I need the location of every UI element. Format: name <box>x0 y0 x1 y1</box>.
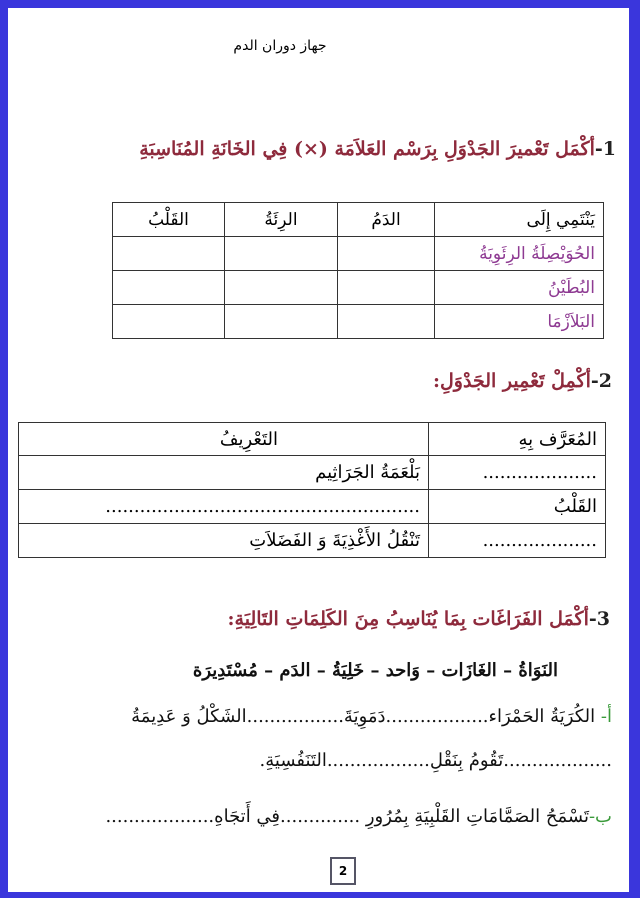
section3-heading: 3-أكْمَل الفَرَاغَات بِمَا يُنَاسِبُ مِن… <box>228 608 610 630</box>
header-heart: القَلْبُ <box>112 202 225 237</box>
answer-cell[interactable] <box>112 304 225 339</box>
item-b-line: ب-تَسْمَحُ الصَمَّامَاتِ القَلْبِيَةِ بِ… <box>105 806 612 827</box>
page-number: 2 <box>330 857 356 885</box>
table-row: البُطَيْنُ <box>112 270 604 305</box>
table-header-row: المُعَرَّف بِهِ التَعْرِيفُ <box>18 422 606 456</box>
answer-cell[interactable] <box>337 270 435 305</box>
answer-cell[interactable] <box>112 236 225 271</box>
table-row: .................... تَنْقُلُ الأَغْذِيَ… <box>18 523 606 558</box>
item-a-line1: أ- الكُرَيَةُ الحَمْرَاء................… <box>131 706 612 727</box>
header-term: المُعَرَّف بِهِ <box>428 422 606 456</box>
section2-table: المُعَرَّف بِهِ التَعْرِيفُ ............… <box>18 422 606 558</box>
table-header-row: يَنْتَمِي إِلَى الدَمُ الرِئَةُ القَلْبُ <box>112 202 604 237</box>
section1-heading-text: أكْمَل تَعْميرَ الجَدْوَلِ بِرَسْم العَل… <box>139 138 595 160</box>
section1-number: 1- <box>594 138 616 160</box>
answer-cell[interactable] <box>224 304 338 339</box>
word-bank: النَوَاةُ – الغَازَات – وَاحد – خَلِيَةُ… <box>192 660 558 681</box>
row-label: البُطَيْنُ <box>434 270 604 305</box>
section2-heading: 2-أكْمِلْ تَعْمِير الجَدْوَلِ: <box>433 370 612 392</box>
header-blood: الدَمُ <box>337 202 435 237</box>
section1-heading: 1-أكْمَل تَعْميرَ الجَدْوَلِ بِرَسْم الع… <box>139 138 616 160</box>
section2-number: 2- <box>590 370 612 392</box>
page-title: جهاز دوران الدم <box>233 38 327 54</box>
answer-cell[interactable] <box>224 270 338 305</box>
table-row: البَلاَزْمَا <box>112 304 604 339</box>
definition-cell: بَلْعَمَةُ الجَرَاثِيم <box>18 455 429 490</box>
table-row: القَلْبُ ...............................… <box>18 489 606 524</box>
section1-table: يَنْتَمِي إِلَى الدَمُ الرِئَةُ القَلْبُ… <box>112 202 604 339</box>
item-a-text1[interactable]: الكُرَيَةُ الحَمْرَاء..................د… <box>131 706 596 727</box>
answer-cell[interactable] <box>112 270 225 305</box>
section3-number: 3- <box>588 608 610 630</box>
table-row: .................... بَلْعَمَةُ الجَرَاث… <box>18 455 606 490</box>
header-lung: الرِئَةُ <box>224 202 338 237</box>
header-belongs-to: يَنْتَمِي إِلَى <box>434 202 604 237</box>
definition-cell[interactable]: ........................................… <box>18 489 429 524</box>
answer-cell[interactable] <box>337 304 435 339</box>
term-cell: القَلْبُ <box>428 489 606 524</box>
section2-heading-text: أكْمِلْ تَعْمِير الجَدْوَلِ: <box>432 370 591 392</box>
answer-cell[interactable] <box>224 236 338 271</box>
table-row: الحُوَيْصِلَةُ الرِئَوِيَةُ <box>112 236 604 271</box>
item-a-label: أ- <box>600 706 612 727</box>
item-a-text2[interactable]: ...................تَقُومُ بِنَقْلِ.....… <box>259 750 612 771</box>
answer-cell[interactable] <box>337 236 435 271</box>
item-b-text[interactable]: تَسْمَحُ الصَمَّامَاتِ القَلْبِيَةِ بِمُ… <box>105 806 589 827</box>
term-cell[interactable]: .................... <box>428 523 606 558</box>
item-b-label: ب- <box>588 806 612 827</box>
definition-cell: تَنْقُلُ الأَغْذِيَةَ وَ الفَضَلاَتِ <box>18 523 429 558</box>
header-definition: التَعْرِيفُ <box>18 422 429 456</box>
row-label: الحُوَيْصِلَةُ الرِئَوِيَةُ <box>434 236 604 271</box>
term-cell[interactable]: .................... <box>428 455 606 490</box>
row-label: البَلاَزْمَا <box>434 304 604 339</box>
section3-heading-text: أكْمَل الفَرَاغَات بِمَا يُنَاسِبُ مِنَ … <box>227 608 589 630</box>
